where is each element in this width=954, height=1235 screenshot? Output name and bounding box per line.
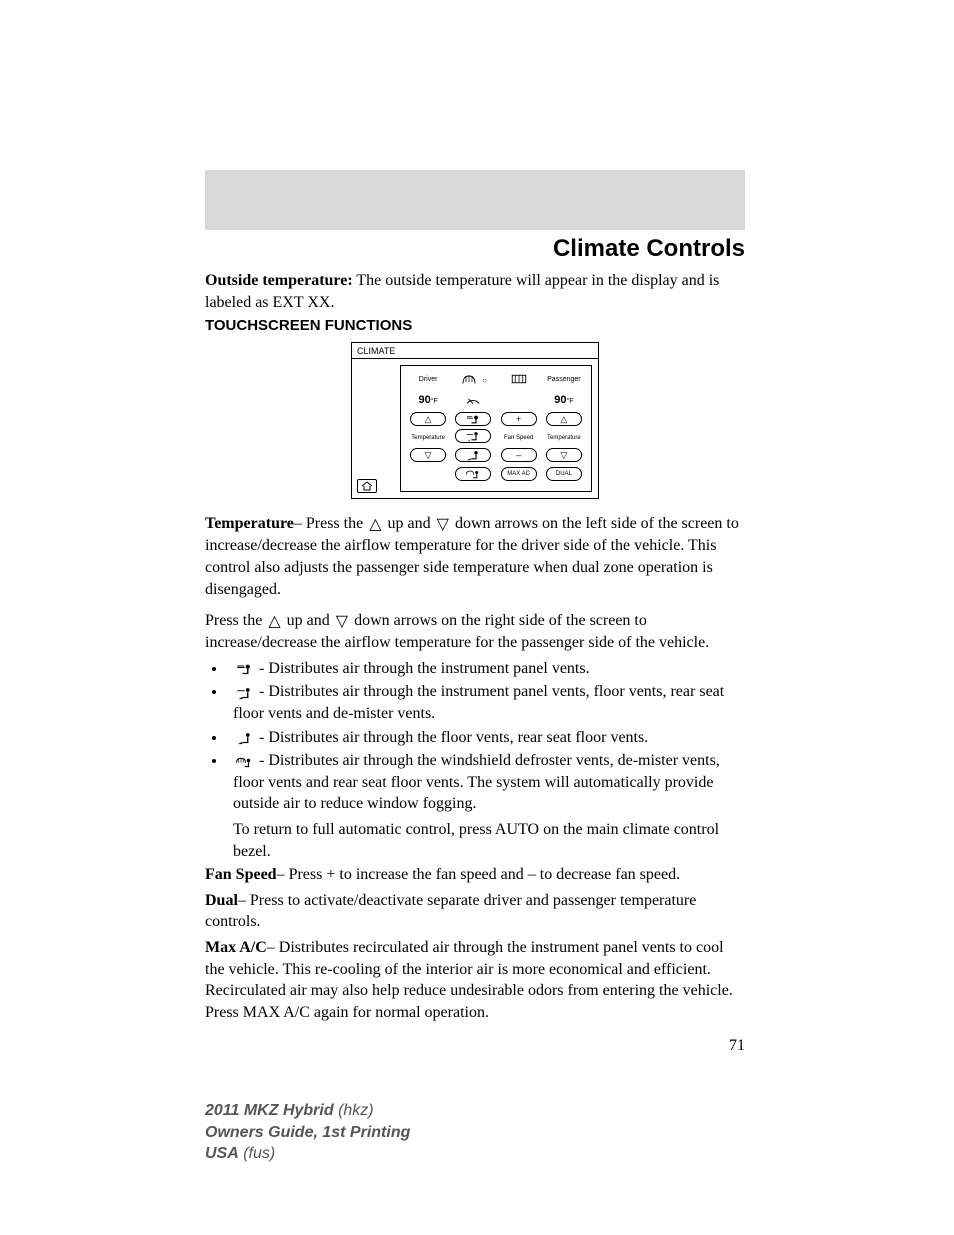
footer: 2011 MKZ Hybrid (hkz) Owners Guide, 1st … bbox=[205, 1100, 410, 1165]
figure-title: CLIMATE bbox=[352, 343, 598, 359]
down-arrow-icon bbox=[437, 514, 449, 536]
footer-guide: Owners Guide, 1st Printing bbox=[205, 1122, 410, 1144]
dual-paragraph: Dual– Press to activate/deactivate separ… bbox=[205, 890, 745, 933]
rear-defrost-icon bbox=[510, 370, 528, 388]
home-button[interactable] bbox=[357, 479, 377, 493]
section-title: Climate Controls bbox=[553, 235, 745, 263]
bullet-panel-floor-vents: - Distributes air through the instrument… bbox=[227, 681, 745, 724]
bullet-floor-vents: - Distributes air through the floor vent… bbox=[227, 727, 745, 749]
max-ac-label: Max A/C bbox=[205, 939, 267, 956]
driver-temp-down-button[interactable] bbox=[410, 448, 446, 462]
airflow-bullets: - Distributes air through the instrument… bbox=[205, 658, 745, 815]
passenger-temp-value: 90°F bbox=[554, 390, 573, 408]
temperature-label: Temperature bbox=[205, 515, 294, 532]
passenger-temp-up-button[interactable] bbox=[546, 412, 582, 426]
dual-label: Dual bbox=[205, 892, 238, 909]
bullet-panel-vents: - Distributes air through the instrument… bbox=[227, 658, 745, 680]
airflow-panel-floor-icon bbox=[235, 686, 253, 700]
dual-button[interactable]: DUAL bbox=[546, 467, 582, 481]
fan-speed-paragraph: Fan Speed– Press + to increase the fan s… bbox=[205, 864, 745, 886]
up-arrow-icon bbox=[268, 611, 280, 633]
temperature-col-label-right: Temperature bbox=[547, 435, 581, 441]
airflow-defrost-floor-button[interactable] bbox=[455, 467, 491, 481]
bullet-defrost-floor-vents: - Distributes air through the windshield… bbox=[227, 750, 745, 815]
max-ac-paragraph: Max A/C– Distributes recirculated air th… bbox=[205, 937, 745, 1023]
footer-region-code: (fus) bbox=[239, 1145, 275, 1162]
airflow-floor-button[interactable] bbox=[455, 448, 491, 462]
footer-region: USA bbox=[205, 1145, 239, 1162]
return-auto-text: To return to full automatic control, pre… bbox=[233, 819, 745, 862]
fan-gauge-icon bbox=[464, 390, 482, 408]
passenger-temp-down-button[interactable] bbox=[546, 448, 582, 462]
up-arrow-icon bbox=[369, 514, 381, 536]
fan-speed-col-label: Fan Speed bbox=[504, 435, 533, 441]
airflow-floor-icon bbox=[235, 731, 253, 745]
page-number: 71 bbox=[205, 1037, 745, 1055]
outside-temp-label: Outside temperature: bbox=[205, 272, 353, 289]
passenger-label: Passenger bbox=[547, 376, 580, 383]
temperature-col-label-left: Temperature bbox=[411, 435, 445, 441]
airflow-panel-icon bbox=[235, 662, 253, 676]
fan-plus-button[interactable]: + bbox=[501, 412, 537, 426]
max-ac-button[interactable]: MAX AC bbox=[501, 467, 537, 481]
footer-model: 2011 MKZ Hybrid bbox=[205, 1102, 334, 1119]
fan-minus-button[interactable]: – bbox=[501, 448, 537, 462]
footer-model-code: (hkz) bbox=[334, 1102, 374, 1119]
driver-temp-value: 90°F bbox=[418, 390, 437, 408]
touchscreen-heading: TOUCHSCREEN FUNCTIONS bbox=[205, 317, 745, 334]
temperature-right-paragraph: Press the up and down arrows on the righ… bbox=[205, 610, 745, 654]
airflow-defrost-floor-icon bbox=[235, 755, 253, 769]
outside-temp-paragraph: Outside temperature: The outside tempera… bbox=[205, 270, 745, 313]
airflow-panel-button[interactable] bbox=[455, 412, 491, 426]
climate-touchscreen-figure: CLIMATE Driver ○ Passenger bbox=[351, 342, 599, 499]
driver-label: Driver bbox=[419, 376, 438, 383]
defrost-icon: ○ bbox=[460, 370, 487, 388]
fan-speed-label: Fan Speed bbox=[205, 866, 277, 883]
airflow-panel-floor-button[interactable] bbox=[455, 429, 491, 443]
page-content: Climate Controls Outside temperature: Th… bbox=[205, 170, 745, 1055]
temperature-paragraph: Temperature– Press the up and down arrow… bbox=[205, 513, 745, 600]
down-arrow-icon bbox=[336, 611, 348, 633]
driver-temp-up-button[interactable] bbox=[410, 412, 446, 426]
